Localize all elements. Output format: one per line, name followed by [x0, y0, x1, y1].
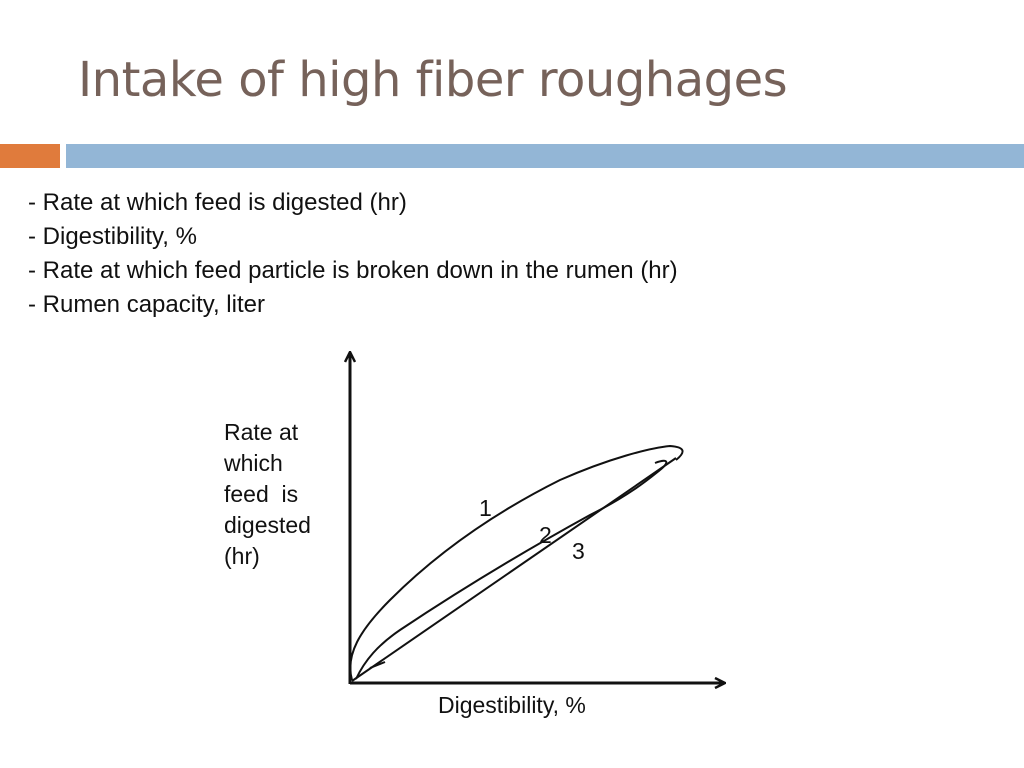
accent-bar-orange [0, 144, 60, 168]
x-axis-label: Digestibility, % [438, 692, 586, 718]
slide-title: Intake of high fiber roughages [78, 52, 788, 108]
bullet-item: - Rate at which feed is digested (hr) [28, 189, 407, 216]
bullet-item: - Rate at which feed particle is broken … [28, 257, 678, 284]
curve-label-1: 1 [479, 495, 492, 521]
accent-bar-blue [66, 144, 1024, 168]
bullet-list: - Rate at which feed is digested (hr) - … [28, 186, 678, 322]
y-axis-label: Rate at which feed is digested (hr) [224, 419, 311, 569]
bullet-item: - Digestibility, % [28, 223, 197, 250]
curve-1 [349, 444, 684, 681]
curve-label-3: 3 [572, 538, 585, 564]
curve-3 [351, 457, 677, 682]
curve-label-2: 2 [539, 522, 552, 548]
bullet-item: - Rumen capacity, liter [28, 291, 265, 318]
origin-tick [369, 661, 386, 669]
